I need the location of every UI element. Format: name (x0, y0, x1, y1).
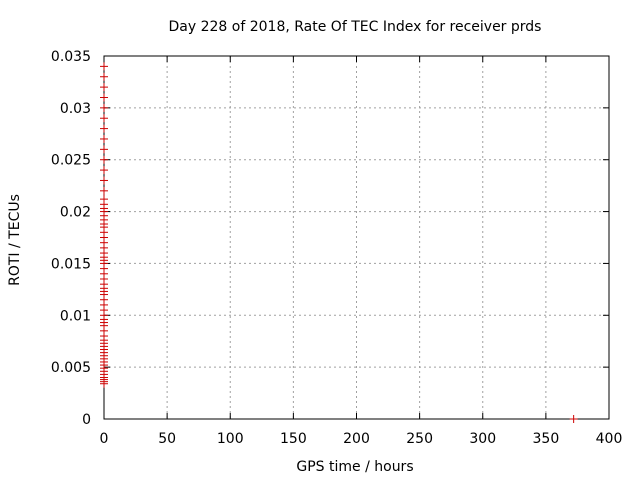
y-tick-label: 0.035 (51, 49, 91, 65)
x-tick-label: 100 (217, 431, 244, 447)
y-tick-label: 0.02 (60, 205, 91, 221)
y-tick-label: 0.03 (60, 101, 91, 117)
data-point (100, 93, 108, 102)
y-tick-label: 0.015 (51, 256, 91, 272)
x-tick-label: 200 (343, 431, 370, 447)
x-tick-label: 150 (280, 431, 307, 447)
y-tick-label: 0.01 (60, 308, 91, 324)
data-point (100, 155, 108, 164)
data-points (100, 62, 578, 423)
data-point (100, 83, 108, 92)
chart-title: Day 228 of 2018, Rate Of TEC Index for r… (169, 19, 542, 35)
grid (104, 56, 609, 419)
data-point (100, 186, 108, 195)
data-point (100, 62, 108, 71)
x-tick-label: 300 (469, 431, 496, 447)
data-point (100, 124, 108, 133)
x-tick-label: 250 (406, 431, 433, 447)
x-tick-label: 350 (533, 431, 560, 447)
y-tick-label: 0.025 (51, 153, 91, 169)
data-point (100, 195, 108, 204)
y-tick-label: 0.005 (51, 360, 91, 376)
y-tick-labels: 0 0.005 0.01 0.015 0.02 0.025 0.03 0.035 (51, 49, 91, 428)
data-point (100, 176, 108, 185)
data-point (100, 72, 108, 81)
data-point (100, 114, 108, 123)
data-point (569, 415, 578, 423)
data-point (100, 145, 108, 154)
x-tick-labels: 0 50 100 150 200 250 300 350 400 (100, 431, 623, 447)
x-tick-label: 400 (596, 431, 623, 447)
data-point (100, 103, 108, 112)
x-tick-label: 0 (100, 431, 109, 447)
y-tick-label: 0 (82, 412, 91, 428)
y-axis-label: ROTI / TECUs (7, 194, 23, 286)
data-point (100, 166, 108, 175)
data-point (100, 134, 108, 143)
x-tick-label: 50 (158, 431, 176, 447)
x-axis-label: GPS time / hours (296, 459, 413, 475)
